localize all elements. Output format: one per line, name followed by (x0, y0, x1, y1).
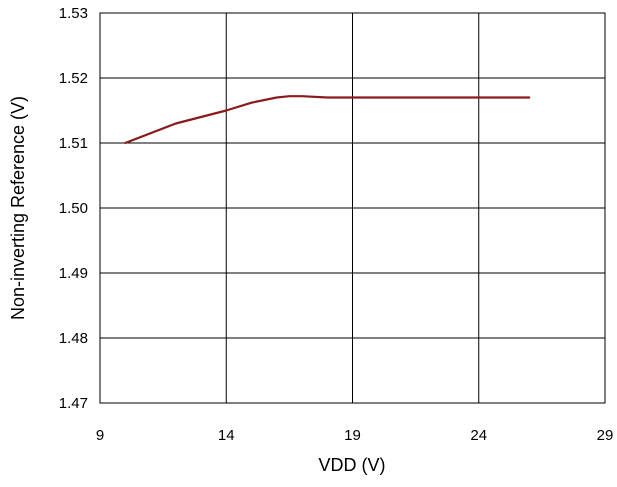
x-axis-title: VDD (V) (319, 455, 386, 475)
data-point (478, 96, 480, 99)
y-tick-label: 1.53 (59, 5, 88, 22)
y-tick-label: 1.47 (59, 395, 88, 412)
data-point (124, 142, 126, 144)
y-tick-label: 1.51 (59, 135, 88, 152)
y-tick-label: 1.52 (59, 70, 88, 87)
data-point (149, 132, 152, 134)
x-tick-label: 14 (218, 427, 235, 444)
y-axis-title: Non-inverting Reference (V) (8, 96, 28, 320)
data-point (377, 96, 379, 99)
x-tick-label: 24 (470, 427, 487, 444)
gridlines (99, 12, 606, 404)
x-tick-label: 9 (96, 427, 104, 444)
y-tick-label: 1.49 (59, 265, 88, 282)
data-point (175, 122, 177, 125)
data-point (528, 96, 530, 99)
data-point (301, 95, 303, 97)
series-layer (124, 95, 531, 145)
plot-area (99, 12, 606, 404)
data-point (200, 116, 202, 118)
y-tick-label: 1.50 (59, 200, 88, 217)
data-point (225, 109, 227, 112)
tick-labels: 9 14 19 24 29 1.47 1.48 1.49 1.50 1.51 1.52 1.53 (59, 5, 614, 444)
x-tick-label: 29 (597, 427, 614, 444)
x-tick-label: 19 (344, 427, 361, 444)
data-point (288, 95, 290, 97)
data-point (326, 96, 328, 99)
data-point (427, 96, 429, 99)
series-line (124, 95, 531, 145)
data-point (276, 96, 278, 99)
y-tick-label: 1.48 (59, 330, 88, 347)
data-point (250, 102, 253, 104)
